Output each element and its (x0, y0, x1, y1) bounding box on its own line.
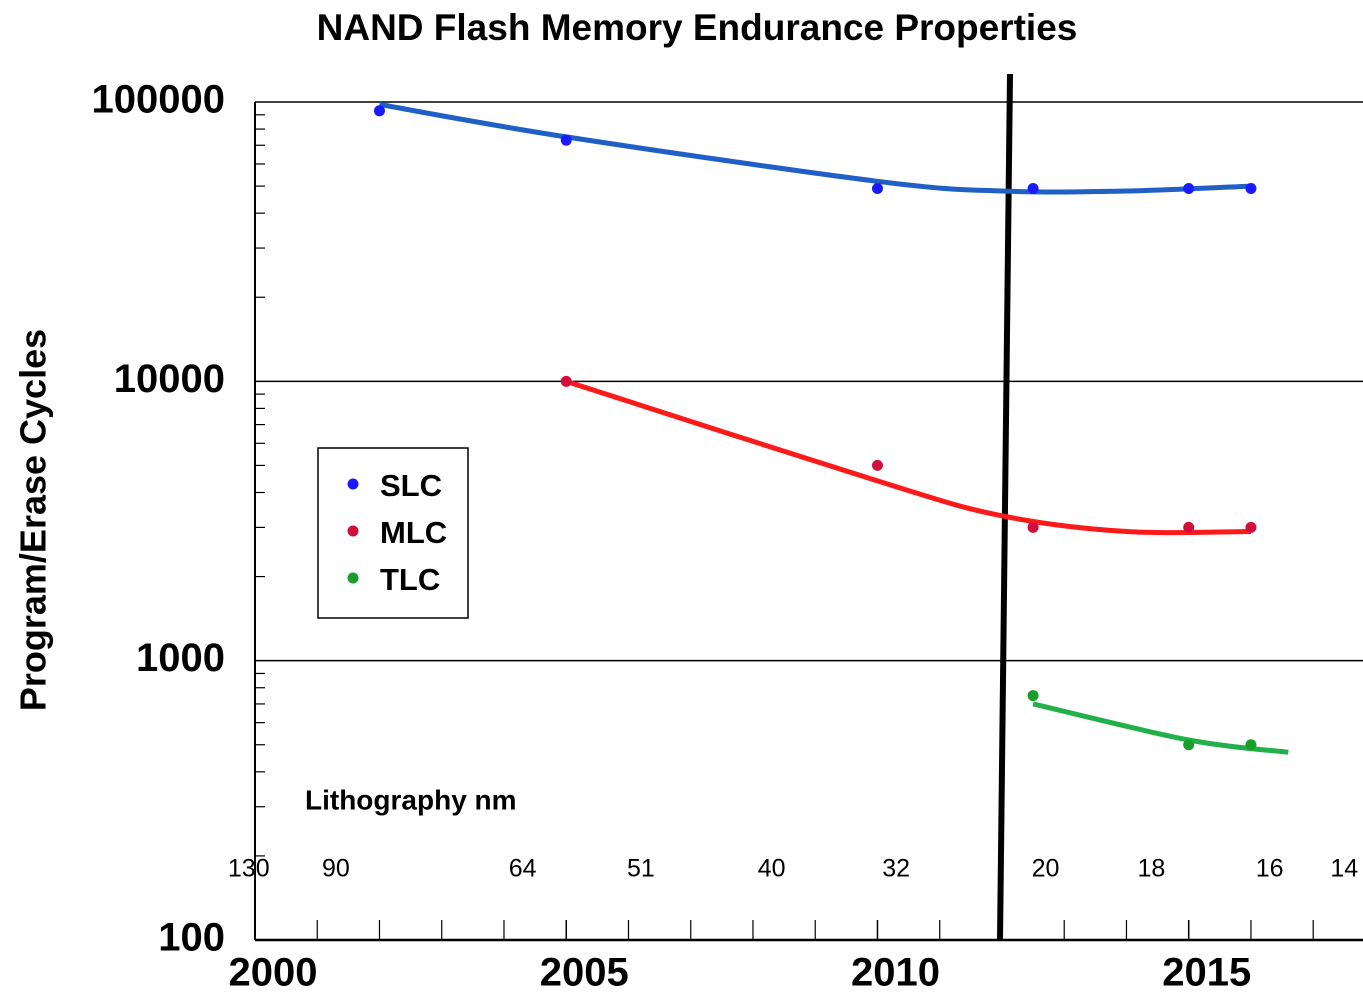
y-tick-label: 100000 (92, 78, 225, 122)
y-tick-label: 1000 (136, 636, 225, 680)
legend-label: SLC (380, 468, 442, 503)
y-tick-label: 10000 (114, 357, 225, 401)
trend-line (379, 101, 1252, 195)
data-point (373, 105, 385, 117)
data-point (871, 183, 883, 195)
litho-label: 18 (1137, 855, 1165, 883)
data-point (1183, 183, 1195, 195)
legend-box (317, 447, 469, 619)
litho-label: 90 (322, 855, 350, 883)
litho-title: Lithography nm (305, 784, 517, 815)
litho-label: 32 (882, 855, 910, 883)
legend-label: TLC (380, 562, 440, 597)
data-point (560, 375, 572, 387)
y-axis-label: Program/Erase Cycles (13, 329, 54, 711)
litho-label: 14 (1330, 855, 1358, 883)
litho-label: 64 (509, 855, 537, 883)
chart-title: NAND Flash Memory Endurance Properties (317, 7, 1078, 48)
data-point (1183, 739, 1195, 751)
x-tick-label: 2005 (540, 951, 629, 995)
litho-label: 130 (228, 855, 270, 883)
legend-marker (347, 478, 359, 490)
data-point (1245, 183, 1257, 195)
data-point (1027, 690, 1039, 702)
data-point (871, 459, 883, 471)
data-point (1027, 521, 1039, 533)
legend-marker (347, 525, 359, 537)
legend-marker (347, 572, 359, 584)
legend-label: MLC (380, 515, 447, 550)
data-point (1245, 521, 1257, 533)
data-point (1027, 183, 1039, 195)
y-tick-label: 100 (158, 916, 225, 960)
data-point (1183, 521, 1195, 533)
x-tick-label: 2010 (851, 951, 940, 995)
divider-line (997, 73, 1013, 941)
trend-line (565, 378, 1251, 536)
data-point (560, 134, 572, 146)
litho-label: 40 (758, 855, 786, 883)
litho-label: 20 (1032, 855, 1060, 883)
litho-label: 51 (627, 855, 655, 883)
x-tick-label: 2015 (1162, 951, 1251, 995)
litho-label: 16 (1256, 855, 1284, 883)
x-tick-label: 2000 (229, 951, 318, 995)
data-point (1245, 739, 1257, 751)
